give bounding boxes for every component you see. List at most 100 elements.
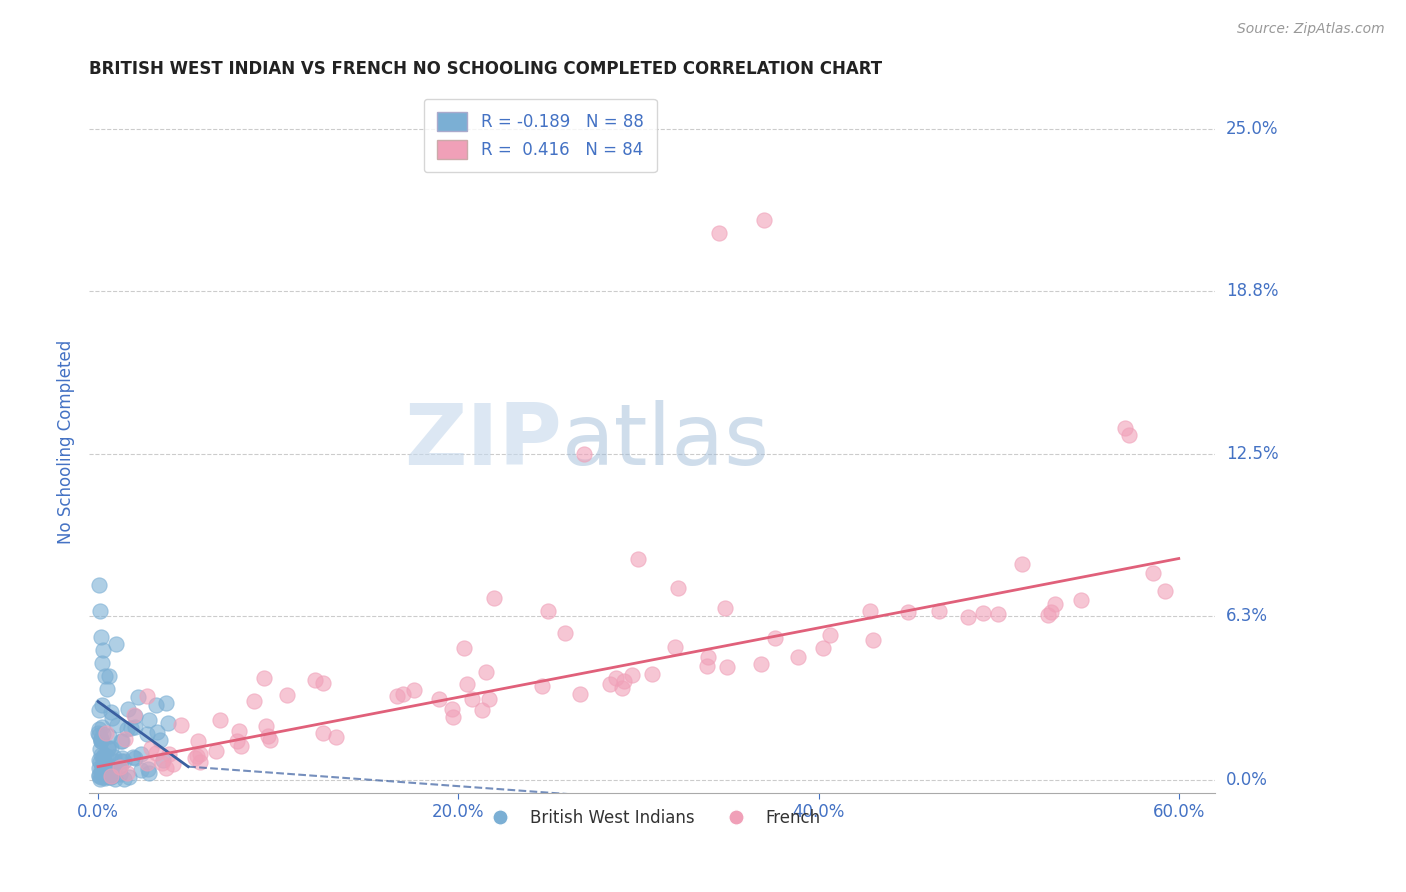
Point (440, 702, 463, 716)
Point (129, 747, 152, 761)
Point (478, 692, 501, 706)
Point (641, 667, 664, 681)
Point (87, 761, 110, 775)
Point (152, 756, 174, 770)
Point (461, 692, 484, 706)
Point (104, 772, 127, 786)
Point (155, 761, 177, 775)
Point (531, 679, 554, 693)
Point (91, 769, 114, 783)
Point (145, 698, 167, 712)
Point (259, 733, 281, 747)
Point (100, 741, 122, 756)
Point (108, 767, 131, 781)
Point (90, 731, 112, 746)
Point (138, 713, 160, 727)
Point (145, 746, 167, 760)
Point (103, 764, 125, 778)
Point (89, 742, 111, 756)
Text: ZIP: ZIP (404, 400, 562, 483)
Point (786, 649, 808, 664)
Point (128, 690, 150, 704)
Point (554, 625, 576, 640)
Point (574, 447, 596, 461)
Point (111, 734, 134, 748)
Point (138, 765, 160, 780)
Point (94, 668, 117, 682)
Point (87, 768, 110, 782)
Point (93, 771, 115, 785)
Text: 12.5%: 12.5% (1226, 445, 1278, 464)
Point (471, 703, 494, 717)
Point (91, 749, 114, 764)
Point (94, 749, 117, 764)
Point (749, 657, 772, 671)
Point (110, 754, 132, 768)
Point (155, 696, 177, 710)
Point (100, 769, 122, 783)
Point (226, 734, 249, 748)
Point (94, 757, 117, 772)
Text: BRITISH WEST INDIAN VS FRENCH NO SCHOOLING COMPLETED CORRELATION CHART: BRITISH WEST INDIAN VS FRENCH NO SCHOOLI… (89, 60, 882, 78)
Point (208, 713, 231, 727)
Point (627, 551, 650, 566)
Point (104, 637, 127, 651)
Point (1036, 607, 1059, 622)
Point (136, 690, 159, 704)
Point (89, 763, 111, 777)
Point (257, 729, 280, 743)
Point (276, 688, 298, 702)
Point (242, 694, 264, 708)
Point (112, 772, 135, 787)
Point (188, 755, 211, 769)
Point (97, 741, 120, 756)
Point (1142, 566, 1164, 580)
Point (120, 721, 142, 735)
Point (928, 604, 950, 618)
Point (89, 603, 111, 617)
Point (87, 753, 110, 767)
Point (110, 734, 132, 748)
Point (105, 717, 128, 731)
Point (187, 733, 209, 747)
Point (228, 724, 250, 739)
Point (666, 581, 689, 595)
Point (108, 760, 131, 774)
Point (96, 769, 118, 783)
Point (754, 213, 776, 227)
Point (90, 720, 112, 734)
Point (697, 650, 720, 665)
Point (1114, 421, 1136, 435)
Point (135, 756, 157, 771)
Point (152, 753, 174, 767)
Point (117, 702, 139, 716)
Text: 18.8%: 18.8% (1226, 282, 1278, 300)
Point (818, 628, 841, 642)
Point (402, 683, 425, 698)
Point (110, 760, 132, 774)
Point (115, 722, 138, 736)
Point (96, 681, 118, 696)
Point (96, 759, 118, 773)
Point (325, 730, 347, 744)
Point (253, 671, 276, 685)
Point (94, 726, 117, 740)
Point (1043, 597, 1066, 611)
Point (91, 760, 114, 774)
Point (312, 726, 335, 740)
Point (100, 770, 122, 784)
Point (97, 741, 120, 756)
Text: atlas: atlas (562, 400, 770, 483)
Point (387, 690, 409, 704)
Point (312, 676, 335, 690)
Point (114, 732, 136, 747)
Point (97, 729, 120, 743)
Point (621, 668, 644, 682)
Point (97, 770, 120, 784)
Point (170, 718, 193, 732)
Point (204, 744, 226, 758)
Point (87, 703, 110, 717)
Point (1154, 583, 1177, 598)
Point (91, 726, 114, 740)
Point (610, 681, 633, 695)
